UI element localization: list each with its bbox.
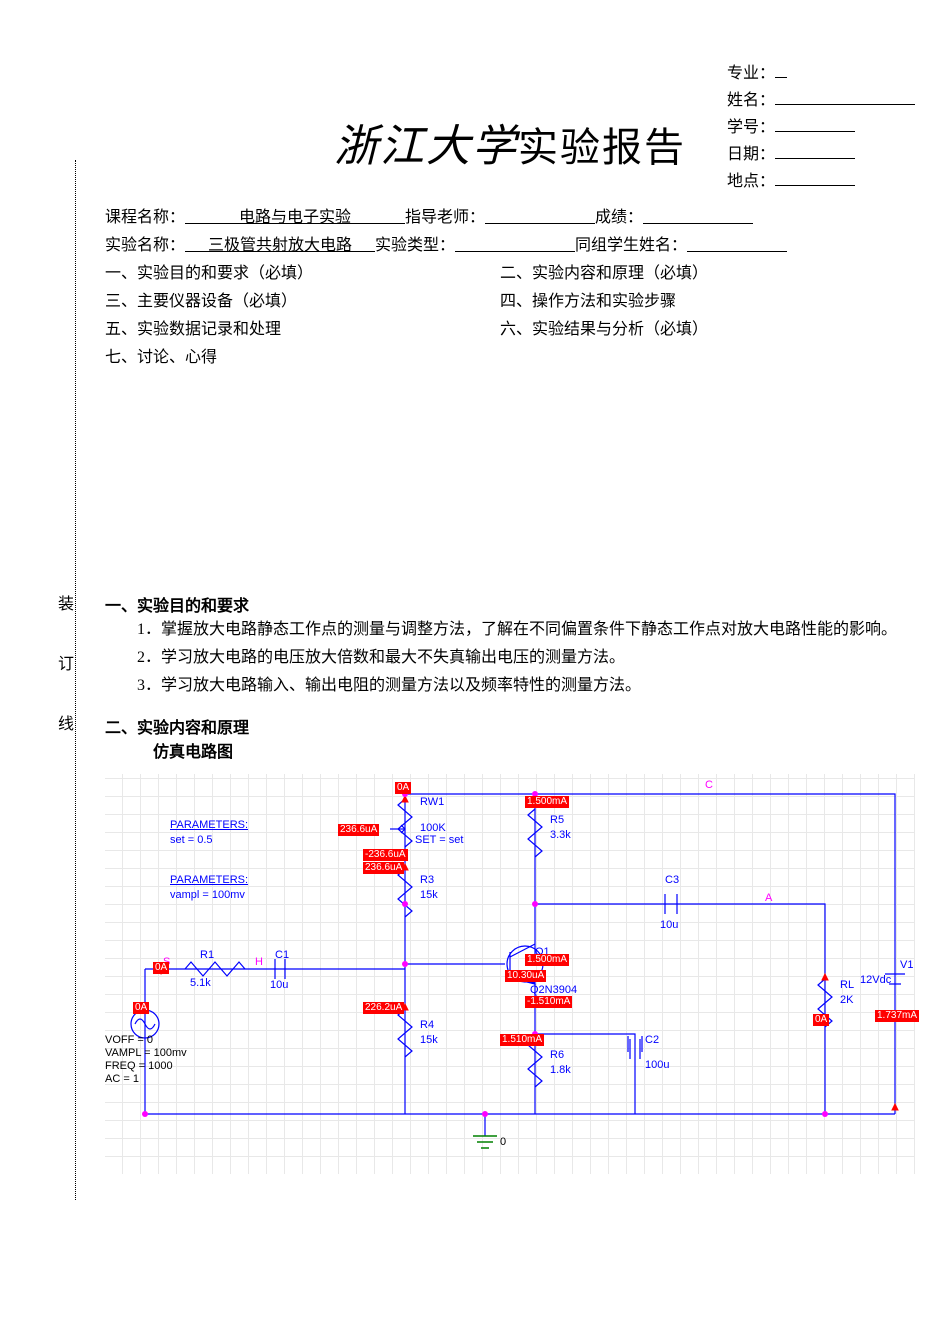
- node-H: H: [255, 956, 263, 968]
- R6-value: 1.8k: [550, 1064, 571, 1076]
- university-name: 浙江大学: [334, 122, 518, 171]
- label-major: 专业：: [727, 61, 775, 87]
- report-word: 实验报告: [518, 125, 686, 170]
- blank-exptype: [455, 232, 575, 252]
- blank-group: [687, 232, 787, 252]
- meas-0a-top1: 0A: [395, 782, 411, 794]
- teacher-label: 指导老师：: [405, 204, 485, 232]
- label-id: 学号：: [727, 115, 775, 141]
- src-freq: FREQ = 1000: [105, 1060, 173, 1072]
- outline-6: 六、实验结果与分析（必填）: [500, 316, 708, 344]
- label-date: 日期：: [727, 142, 775, 168]
- R5-label: R5: [550, 814, 564, 826]
- blank-score: [643, 204, 753, 224]
- label-name: 姓名：: [727, 88, 775, 114]
- RL-value: 2K: [840, 994, 853, 1006]
- bind-char-a: 装: [58, 590, 74, 614]
- blank-teacher: [485, 204, 595, 224]
- R3-label: R3: [420, 874, 434, 886]
- node-0: 0: [500, 1136, 506, 1148]
- expname-value: 三极管共射放大电路: [185, 232, 375, 252]
- R4-label: R4: [420, 1019, 434, 1031]
- RW1-value: 100K: [420, 822, 446, 834]
- section1-p3: 3．学习放大电路输入、输出电阻的测量方法以及频率特性的测量方法。: [105, 672, 915, 700]
- section1-p2: 2．学习放大电路的电压放大倍数和最大不失真输出电压的测量方法。: [105, 644, 915, 672]
- src-ac: AC = 1: [105, 1073, 139, 1085]
- blank-name: [775, 87, 915, 105]
- meas-1510p: 1.510mA: [500, 1034, 544, 1046]
- section1-p1: 1．掌握放大电路静态工作点的测量与调整方法，了解在不同偏置条件下静态工作点对放大…: [105, 616, 915, 644]
- expname-label: 实验名称：: [105, 232, 185, 260]
- RW1-set: SET = set: [415, 834, 463, 846]
- meas-0a-rl: 0A: [813, 1014, 829, 1026]
- meas-1500a: 1.500mA: [525, 796, 569, 808]
- blank-date: [775, 141, 855, 159]
- R4-value: 15k: [420, 1034, 438, 1046]
- meas-236p2: 236.6uA: [363, 862, 404, 874]
- V1-label: V1: [900, 959, 913, 971]
- label-place: 地点：: [727, 169, 775, 195]
- R5-value: 3.3k: [550, 829, 571, 841]
- meas-0a-src2: 0A: [133, 1002, 149, 1014]
- C3-label: C3: [665, 874, 679, 886]
- outline-7: 七、讨论、心得: [105, 344, 915, 372]
- meas-1500b: 1.500mA: [525, 954, 569, 966]
- C3-value: 10u: [660, 919, 678, 931]
- outline-1: 一、实验目的和要求（必填）: [105, 260, 500, 288]
- node-A: A: [765, 892, 772, 904]
- meas-236n: -236.6uA: [363, 849, 408, 861]
- group-label: 同组学生姓名：: [575, 232, 687, 260]
- bind-char-b: 订: [58, 650, 74, 674]
- student-info-box: 专业： 姓名： 学号： 日期： 地点：: [727, 60, 915, 195]
- meta-block: 课程名称： 电路与电子实验 指导老师： 成绩： 实验名称： 三极管共射放大电路 …: [105, 204, 915, 372]
- blank-id: [775, 114, 855, 132]
- C2-label: C2: [645, 1034, 659, 1046]
- circuit-diagram: PARAMETERS: set = 0.5 PARAMETERS: vampl …: [105, 774, 915, 1174]
- params1-body: set = 0.5: [170, 834, 213, 846]
- course-label: 课程名称：: [105, 204, 185, 232]
- R1-label: R1: [200, 949, 214, 961]
- bind-char-c: 线: [58, 710, 74, 734]
- meas-1737: 1.737mA: [875, 1010, 919, 1022]
- params1-head: PARAMETERS:: [170, 819, 248, 831]
- meas-1030: 10.30uA: [505, 970, 546, 982]
- R3-value: 15k: [420, 889, 438, 901]
- src-vampl: VAMPL = 100mv: [105, 1047, 187, 1059]
- src-voff: VOFF = 0: [105, 1034, 153, 1046]
- header-area: 专业： 姓名： 学号： 日期： 地点： 浙江大学实验报告: [105, 50, 915, 194]
- RW1-label: RW1: [420, 796, 444, 808]
- params2-body: vampl = 100mv: [170, 889, 245, 901]
- C1-label: C1: [275, 949, 289, 961]
- V1-value: 12Vdc: [860, 974, 891, 986]
- R1-value: 5.1k: [190, 977, 211, 989]
- outline-2: 二、实验内容和原理（必填）: [500, 260, 708, 288]
- Q1-value: Q2N3904: [530, 984, 577, 996]
- course-value: 电路与电子实验: [185, 204, 405, 224]
- blank-place: [775, 168, 855, 186]
- exptype-label: 实验类型：: [375, 232, 455, 260]
- R6-label: R6: [550, 1049, 564, 1061]
- blank-major: [775, 60, 787, 78]
- node-C: C: [705, 779, 713, 791]
- section-1: 一、实验目的和要求 1．掌握放大电路静态工作点的测量与调整方法，了解在不同偏置条…: [105, 592, 915, 700]
- C2-value: 100u: [645, 1059, 669, 1071]
- score-label: 成绩：: [595, 204, 643, 232]
- meas-226: 226.2uA: [363, 1002, 404, 1014]
- section1-heading: 一、实验目的和要求: [105, 592, 915, 616]
- C1-value: 10u: [270, 979, 288, 991]
- section2-heading: 二、实验内容和原理: [105, 714, 915, 738]
- section2-sub: 仿真电路图: [153, 738, 915, 762]
- binding-dotted-line: [75, 160, 76, 1200]
- meas-236p: 236.6uA: [338, 824, 379, 836]
- outline-3: 三、主要仪器设备（必填）: [105, 288, 500, 316]
- meas-1510n: -1.510mA: [525, 996, 572, 1008]
- RL-label: RL: [840, 979, 854, 991]
- section-2: 二、实验内容和原理 仿真电路图: [105, 714, 915, 1174]
- meas-0a-src: 0A: [153, 962, 169, 974]
- page-content: 专业： 姓名： 学号： 日期： 地点： 浙江大学实验报告 课程名称： 电路与电子…: [105, 50, 915, 1174]
- outline-5: 五、实验数据记录和处理: [105, 316, 500, 344]
- outline-4: 四、操作方法和实验步骤: [500, 288, 676, 316]
- params2-head: PARAMETERS:: [170, 874, 248, 886]
